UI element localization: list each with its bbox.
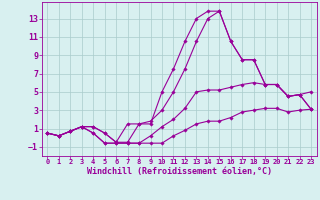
X-axis label: Windchill (Refroidissement éolien,°C): Windchill (Refroidissement éolien,°C)	[87, 167, 272, 176]
